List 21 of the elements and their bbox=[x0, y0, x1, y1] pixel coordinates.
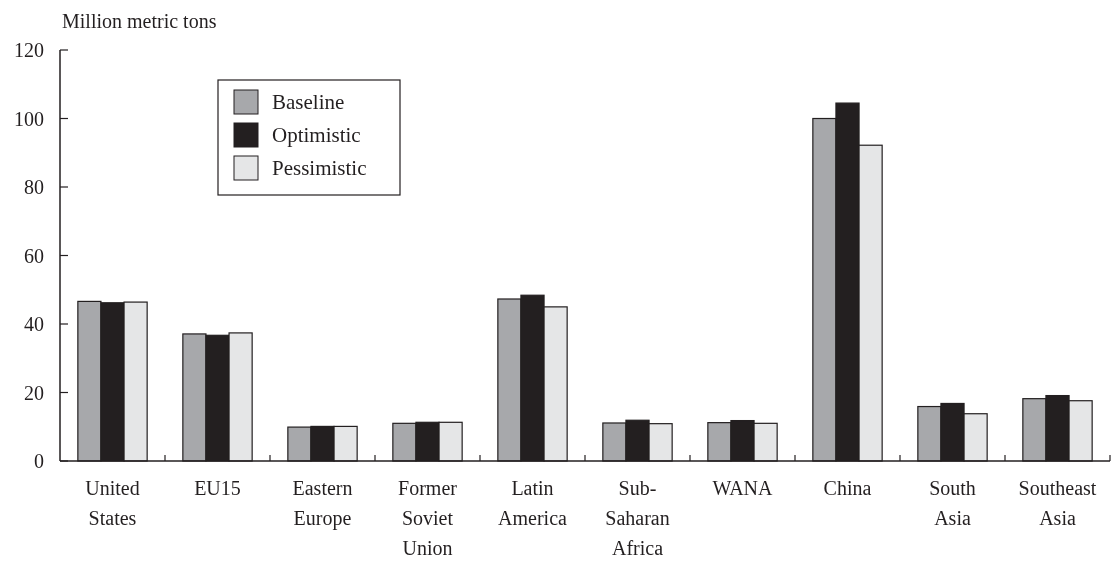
y-tick-label: 0 bbox=[34, 450, 44, 472]
y-tick-label: 20 bbox=[24, 381, 44, 404]
x-tick-label: Latin America bbox=[498, 477, 568, 529]
x-tick-label: Eastern Europe bbox=[292, 477, 353, 530]
legend-label: Pessimistic bbox=[272, 156, 367, 181]
x-tick-label: EU15 bbox=[194, 477, 241, 499]
y-tick-label: 40 bbox=[24, 313, 44, 335]
y-tick-label: 100 bbox=[14, 107, 44, 130]
x-tick-label: Former Soviet Union bbox=[398, 477, 458, 559]
x-tick-label: Southeast Asia bbox=[1018, 477, 1097, 529]
y-tick-label: 80 bbox=[24, 176, 44, 198]
legend-label: Baseline bbox=[272, 90, 345, 115]
y-tick-label: 60 bbox=[24, 244, 44, 267]
x-tick-label: Sub-Saharan Africa bbox=[605, 477, 670, 559]
x-tick-label: China bbox=[823, 477, 872, 499]
x-tick-label: United States bbox=[85, 477, 140, 529]
x-tick-label: WANA bbox=[712, 477, 774, 499]
y-axis-title: Million metric tons bbox=[62, 10, 217, 32]
x-tick-label: South Asia bbox=[929, 477, 976, 529]
legend-label: Optimistic bbox=[272, 123, 361, 148]
y-tick-label: 120 bbox=[14, 39, 44, 61]
